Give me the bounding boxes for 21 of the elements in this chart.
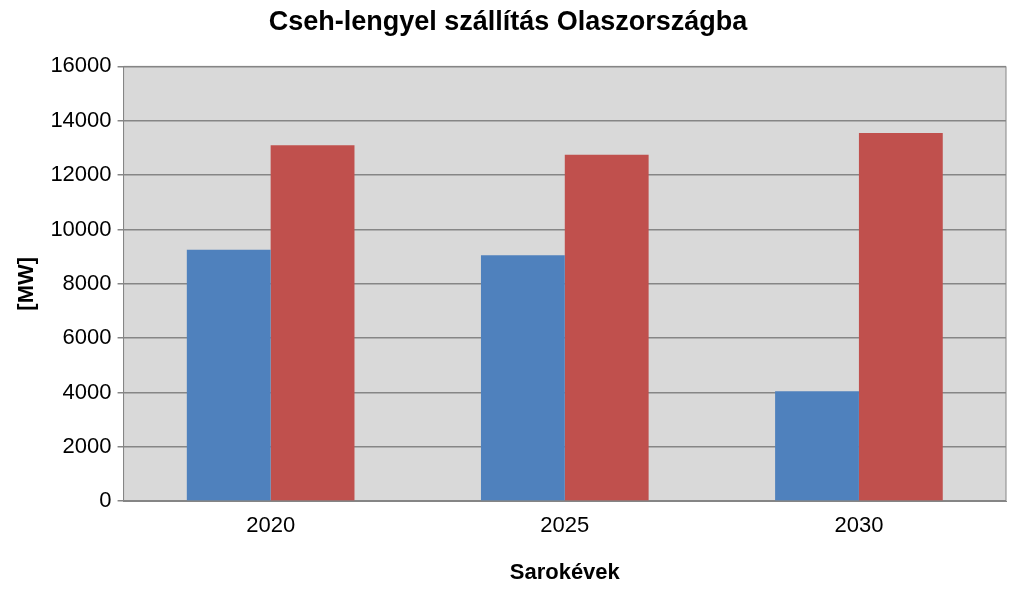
y-tick-label: 4000: [62, 378, 112, 404]
y-tick-label: 2000: [62, 432, 112, 458]
bar: [270, 145, 355, 501]
bar: [564, 154, 649, 501]
y-tick-label: 6000: [62, 324, 112, 350]
y-tick-label: 12000: [50, 161, 112, 187]
y-axis-title: [MW]: [13, 256, 39, 311]
chart-title: Cseh-lengyel szállítás Olaszországba: [268, 5, 749, 36]
bar: [186, 249, 271, 501]
bar: [480, 255, 565, 501]
y-tick-label: 8000: [62, 269, 112, 295]
y-tick-label: 0: [99, 487, 112, 513]
bar: [775, 391, 859, 501]
y-tick-label: 10000: [50, 215, 112, 241]
x-tick-label: 2025: [540, 512, 590, 538]
bar: [858, 132, 943, 501]
x-tick-label: 2020: [246, 512, 296, 538]
x-tick-label: 2030: [834, 512, 884, 538]
y-tick-label: 16000: [50, 52, 112, 78]
x-axis-title: Sarokévek: [509, 558, 621, 584]
y-tick-label: 14000: [50, 106, 112, 132]
